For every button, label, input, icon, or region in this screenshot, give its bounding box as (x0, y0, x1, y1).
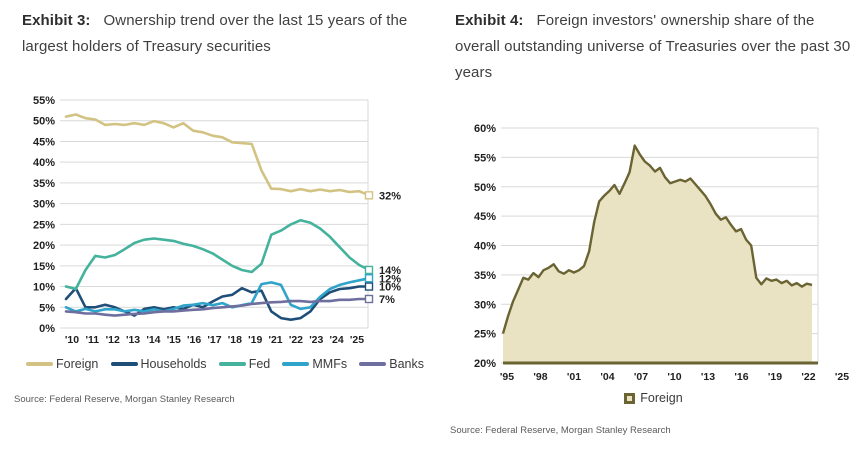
series-line-banks (64, 297, 371, 317)
end-marker-fed (364, 265, 374, 275)
x-axis-label: '18 (228, 334, 242, 346)
y-axis-label: 20% (33, 240, 55, 252)
legend-item-households: Households (110, 357, 207, 371)
legend-label-mmfs: MMFs (312, 357, 348, 371)
legend-label-banks: Banks (389, 357, 424, 371)
y-axis-label: 60% (474, 123, 496, 135)
x-axis-label: '25 (835, 371, 849, 383)
x-axis-label: '07 (634, 371, 648, 383)
legend-label-fed: Fed (248, 357, 271, 371)
exhibit3-title-text: Ownership trend over the last 15 years o… (22, 12, 408, 55)
y-axis-label: 5% (39, 302, 55, 314)
series-line-foreign (64, 113, 371, 197)
y-axis-label: 40% (33, 157, 55, 169)
y-axis-label: 50% (474, 182, 496, 194)
y-axis-label: 45% (33, 136, 55, 148)
x-axis-label: '15 (167, 334, 181, 346)
y-axis-label: 40% (474, 241, 496, 253)
end-label-foreign: 32% (379, 190, 401, 202)
legend-swatch-foreign (624, 392, 636, 404)
x-axis-label: '19 (248, 334, 262, 346)
y-axis-label: 25% (474, 329, 496, 341)
area-fill-foreign (503, 145, 812, 363)
end-marker-foreign (364, 191, 374, 200)
x-axis-label: '16 (187, 334, 201, 346)
y-axis-label: 15% (33, 261, 55, 273)
end-label-households: 10% (379, 282, 401, 294)
series-line-fed (64, 218, 371, 291)
y-axis-label: 30% (33, 199, 55, 211)
exhibit4-legend: Foreign (450, 391, 857, 405)
legend-label-households: Households (140, 357, 207, 371)
legend-label-foreign: Foreign (640, 391, 683, 405)
y-axis-label: 20% (474, 358, 496, 370)
exhibit4-title: Exhibit 4: Foreign investors' ownership s… (455, 8, 857, 86)
end-label-banks: 7% (379, 294, 395, 306)
exhibit3-title-label: Exhibit 3: (22, 12, 91, 29)
y-axis-label: 55% (474, 152, 496, 164)
legend-item-fed: Fed (218, 357, 271, 371)
legend-swatch-households (110, 362, 138, 366)
x-axis-label: '21 (268, 334, 282, 346)
x-axis-label: '22 (801, 371, 815, 383)
x-axis-label: '10 (667, 371, 681, 383)
x-axis-label: '14 (146, 334, 160, 346)
end-marker-mmfs (364, 274, 374, 283)
legend-swatch-fed (218, 362, 246, 366)
x-axis-label: '04 (600, 371, 614, 383)
y-axis-label: 30% (474, 299, 496, 311)
exhibit4-title-label: Exhibit 4: (455, 12, 524, 29)
y-axis-label: 45% (474, 211, 496, 223)
exhibit4-title-text: Foreign investors' ownership share of th… (455, 12, 851, 81)
y-axis-label: 0% (39, 323, 55, 335)
end-label-mmfs: 12% (379, 273, 401, 285)
x-axis-label: '11 (86, 334, 100, 346)
legend-swatch-mmfs (282, 362, 310, 366)
series-line-foreign (501, 144, 813, 334)
exhibit3-source: Source: Federal Reserve, Morgan Stanley … (14, 394, 235, 405)
end-marker-households (364, 282, 374, 291)
y-axis-label: 55% (33, 95, 55, 107)
legend-item-foreign: Foreign (26, 357, 98, 371)
x-axis-label: '19 (768, 371, 782, 383)
x-axis-label: '12 (106, 334, 120, 346)
exhibit4-chart: 20% 25% 30% 35% 40% 45% 50% 55% 60% '95 '98 '01 '04 '… (474, 123, 849, 383)
exhibit4-source: Source: Federal Reserve, Morgan Stanley … (450, 425, 671, 436)
y-axis-label: 50% (33, 116, 55, 128)
y-axis-label: 25% (33, 219, 55, 231)
x-axis-label: '22 (289, 334, 303, 346)
x-axis-label: '13 (126, 334, 140, 346)
y-axis-label: 35% (474, 270, 496, 282)
legend-label-foreign: Foreign (56, 357, 99, 371)
x-axis-label: '25 (350, 334, 364, 346)
legend-item-banks: Banks (359, 357, 424, 371)
legend-item-mmfs: MMFs (282, 357, 347, 371)
x-axis-label: '17 (207, 334, 221, 346)
x-axis-label: '23 (309, 334, 323, 346)
legend-swatch-foreign (26, 362, 53, 366)
end-marker-banks (364, 294, 374, 304)
x-axis-label: '16 (734, 371, 748, 383)
exhibit3-legend: Foreign Households Fed MMFs Banks (26, 357, 424, 371)
x-axis-label: '98 (533, 371, 547, 383)
x-axis-label: '24 (330, 334, 344, 346)
series-line-mmfs (64, 277, 371, 313)
y-axis-label: 10% (33, 282, 55, 294)
exhibit3-title: Exhibit 3: Ownership trend over the last … (22, 8, 426, 60)
x-axis-label: '13 (701, 371, 715, 383)
x-axis-label: '95 (500, 371, 514, 383)
x-axis-label: '10 (65, 334, 79, 346)
y-axis-label: 35% (33, 178, 55, 190)
legend-item-foreign: Foreign (624, 391, 683, 405)
exhibit3-chart: 0% 5% 10% 15% 20% 25% 30% 35% 40% 45% 50% 55% '10 '11… (33, 95, 401, 346)
end-label-fed: 14% (379, 265, 401, 277)
x-axis-label: '01 (567, 371, 581, 383)
legend-swatch-banks (359, 362, 387, 366)
